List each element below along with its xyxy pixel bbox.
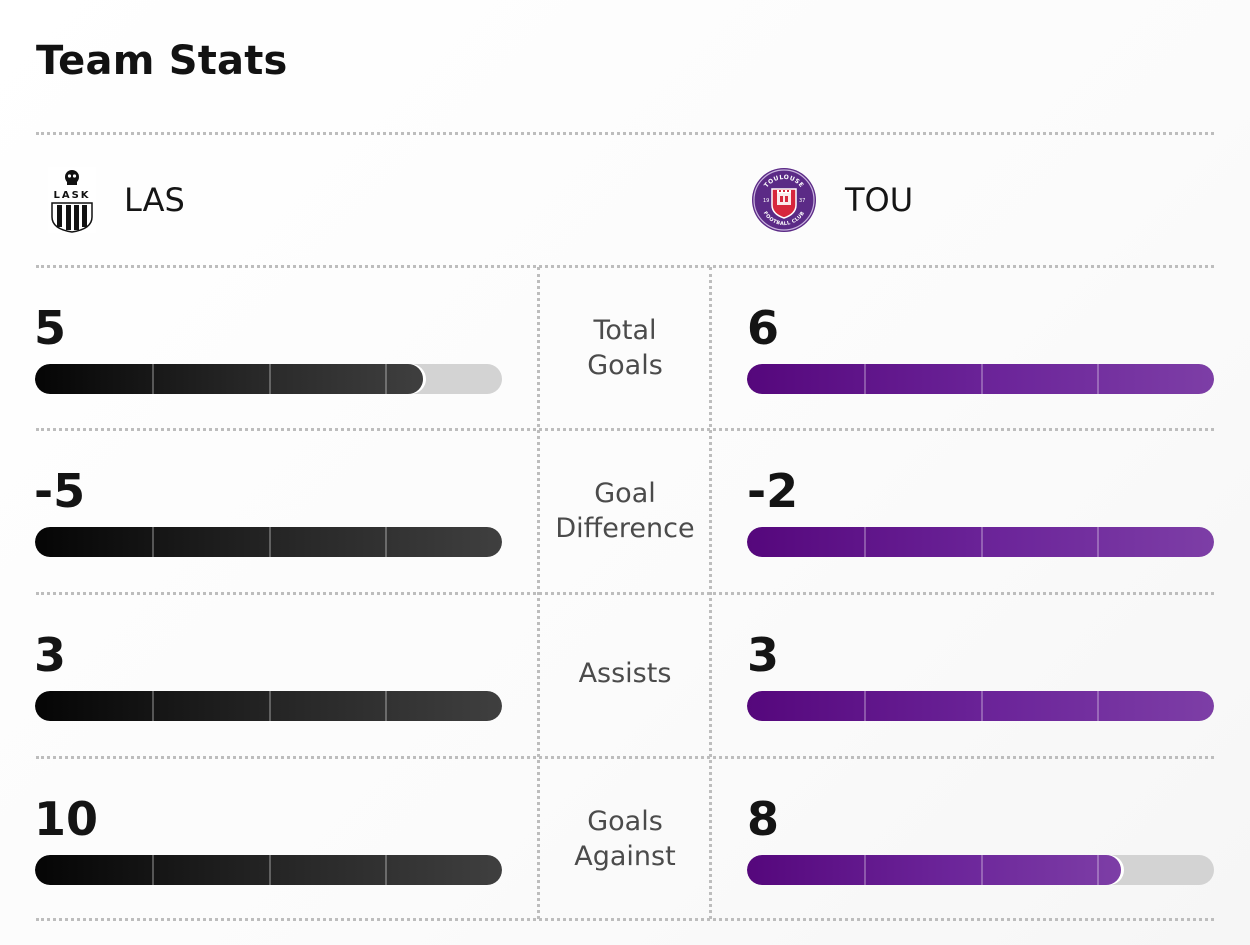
team-abbr-away: TOU <box>845 181 914 219</box>
away-stat-bar <box>747 855 1214 885</box>
divider <box>36 132 1214 135</box>
bar-segment-divider <box>1097 364 1100 394</box>
stat-label: Total Goals <box>540 313 710 383</box>
bar-segment-divider <box>151 855 154 885</box>
home-stat-bar <box>35 364 502 394</box>
away-stat-bar <box>747 527 1214 557</box>
bar-segment-divider <box>1097 691 1100 721</box>
home-stat-bar-fill <box>35 364 423 394</box>
away-stat-value: 8 <box>747 792 780 846</box>
away-stat-bar-fill <box>747 855 1121 885</box>
stat-label: Assists <box>540 656 710 691</box>
away-stat-bar-fill <box>747 691 1214 721</box>
divider <box>36 265 1214 268</box>
stat-row-goal-difference: -5 Goal Difference -2 <box>0 430 1250 593</box>
divider <box>36 918 1214 921</box>
home-stat-bar-fill <box>35 691 502 721</box>
lask-logo-icon: LASK <box>48 167 96 233</box>
stat-label-line2: Goals <box>587 350 663 381</box>
stat-label-line1: Goal <box>594 478 656 509</box>
stat-label-line1: Goals <box>587 806 663 837</box>
home-stat-bar <box>35 527 502 557</box>
bar-segment-divider <box>980 691 983 721</box>
bar-segment-divider <box>1097 527 1100 557</box>
bar-segment-divider <box>268 527 271 557</box>
stat-label-line1: Total <box>593 315 657 346</box>
bar-segment-divider <box>151 691 154 721</box>
team-header-home: LASK LAS <box>48 165 185 235</box>
stat-label-line2: Against <box>574 841 676 872</box>
bar-segment-divider <box>863 364 866 394</box>
bar-segment-divider <box>385 527 388 557</box>
away-stat-bar <box>747 364 1214 394</box>
bar-segment-divider <box>980 855 983 885</box>
bar-segment-divider <box>863 855 866 885</box>
home-stat-value: -5 <box>34 464 86 518</box>
page-title: Team Stats <box>36 38 288 84</box>
stat-row-goals-against: 10 Goals Against 8 <box>0 758 1250 921</box>
stat-label-line2: Difference <box>555 513 695 544</box>
home-stat-bar <box>35 855 502 885</box>
bar-segment-divider <box>151 527 154 557</box>
bar-segment-divider <box>385 855 388 885</box>
bar-segment-divider <box>1097 855 1100 885</box>
stat-row-total-goals: 5 Total Goals 6 <box>0 267 1250 430</box>
bar-segment-divider <box>980 364 983 394</box>
divider <box>36 428 1214 431</box>
away-stat-bar-fill <box>747 364 1214 394</box>
toulouse-logo-icon: TOULOUSE FOOTBALL CLUB 19 37 <box>752 168 816 232</box>
divider <box>36 756 1214 759</box>
away-stat-bar <box>747 691 1214 721</box>
home-stat-value: 5 <box>34 301 67 355</box>
home-stat-bar-fill <box>35 855 502 885</box>
home-stat-value: 10 <box>34 792 99 846</box>
away-stat-value: 6 <box>747 301 780 355</box>
toulouse-logo-year-left: 19 <box>763 198 769 204</box>
lask-logo-text: LASK <box>53 190 90 201</box>
stat-row-assists: 3 Assists 3 <box>0 594 1250 757</box>
bar-segment-divider <box>980 527 983 557</box>
bar-segment-divider <box>863 691 866 721</box>
bar-segment-divider <box>268 364 271 394</box>
bar-segment-divider <box>268 855 271 885</box>
away-stat-value: -2 <box>747 464 799 518</box>
away-stat-bar-fill <box>747 527 1214 557</box>
bar-segment-divider <box>863 527 866 557</box>
stat-label: Goal Difference <box>540 476 710 546</box>
team-header-away: TOULOUSE FOOTBALL CLUB 19 37 TOU <box>751 165 913 235</box>
bar-segment-divider <box>385 364 388 394</box>
home-stat-bar <box>35 691 502 721</box>
team-abbr-home: LAS <box>124 181 185 219</box>
stat-label: Goals Against <box>540 804 710 874</box>
bar-segment-divider <box>385 691 388 721</box>
home-stat-value: 3 <box>34 628 67 682</box>
away-stat-value: 3 <box>747 628 780 682</box>
toulouse-logo-year-right: 37 <box>799 198 805 204</box>
home-stat-bar-fill <box>35 527 502 557</box>
bar-segment-divider <box>151 364 154 394</box>
bar-segment-divider <box>268 691 271 721</box>
stat-label-line1: Assists <box>578 658 672 689</box>
divider <box>36 592 1214 595</box>
